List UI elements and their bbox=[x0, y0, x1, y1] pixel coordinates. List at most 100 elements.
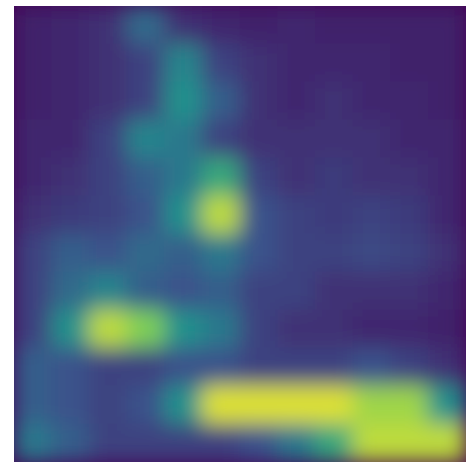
heatmap-cell bbox=[14, 44, 53, 83]
heatmap-cell bbox=[240, 44, 279, 83]
heatmap-cell bbox=[428, 234, 467, 273]
heatmap-cell bbox=[202, 386, 241, 425]
heatmap-cell bbox=[51, 348, 90, 387]
heatmap-cell bbox=[202, 44, 241, 83]
heatmap-cell bbox=[127, 196, 166, 235]
heatmap-cell bbox=[51, 272, 90, 311]
heatmap-cell bbox=[353, 424, 392, 463]
heatmap-cell bbox=[89, 272, 128, 311]
heatmap-cell bbox=[202, 272, 241, 311]
heatmap-cell bbox=[277, 196, 316, 235]
heatmap-cell bbox=[353, 386, 392, 425]
heatmap-cell bbox=[127, 44, 166, 83]
heatmap-cell bbox=[14, 348, 53, 387]
heatmap-cell bbox=[202, 196, 241, 235]
heatmap-cell bbox=[428, 272, 467, 311]
heatmap-cell bbox=[353, 120, 392, 159]
heatmap-cell bbox=[428, 158, 467, 197]
heatmap-cell bbox=[89, 82, 128, 121]
heatmap-cell bbox=[428, 82, 467, 121]
heatmap-cell bbox=[51, 120, 90, 159]
heatmap-cell bbox=[390, 158, 429, 197]
heatmap-cell bbox=[277, 158, 316, 197]
heatmap-cell bbox=[390, 196, 429, 235]
heatmap-cell bbox=[202, 310, 241, 349]
heatmap-cell bbox=[240, 272, 279, 311]
heatmap-cell bbox=[14, 386, 53, 425]
heatmap-cell bbox=[390, 310, 429, 349]
heatmap-cell bbox=[390, 234, 429, 273]
heatmap-cell bbox=[315, 6, 354, 45]
heatmap-cell bbox=[390, 424, 429, 463]
heatmap-cell bbox=[428, 196, 467, 235]
heatmap-cell bbox=[202, 424, 241, 463]
heatmap-cell bbox=[240, 120, 279, 159]
heatmap-cell bbox=[164, 196, 203, 235]
heatmap-cell bbox=[353, 6, 392, 45]
heatmap-cell bbox=[353, 310, 392, 349]
heatmap-cell bbox=[277, 6, 316, 45]
heatmap-cell bbox=[51, 82, 90, 121]
heatmap-cell bbox=[240, 234, 279, 273]
heatmap-cell bbox=[428, 348, 467, 387]
heatmap-cell bbox=[428, 120, 467, 159]
heatmap-cell bbox=[240, 158, 279, 197]
heatmap-cell bbox=[127, 348, 166, 387]
heatmap-cell bbox=[89, 158, 128, 197]
heatmap-cell bbox=[315, 386, 354, 425]
heatmap-cell bbox=[277, 120, 316, 159]
heatmap-cell bbox=[277, 272, 316, 311]
heatmap-cell bbox=[353, 196, 392, 235]
heatmap-cell bbox=[315, 158, 354, 197]
heatmap-cell bbox=[14, 234, 53, 273]
heatmap-cell bbox=[51, 234, 90, 273]
heatmap-cell bbox=[14, 120, 53, 159]
heatmap-cell bbox=[89, 386, 128, 425]
heatmap-cell bbox=[315, 310, 354, 349]
heatmap-cell bbox=[51, 44, 90, 83]
heatmap-cell bbox=[315, 234, 354, 273]
heatmap-cell bbox=[89, 120, 128, 159]
heatmap-cell bbox=[240, 386, 279, 425]
heatmap-cell bbox=[14, 272, 53, 311]
heatmap-cell bbox=[89, 6, 128, 45]
heatmap-cell bbox=[353, 272, 392, 311]
heatmap-cell bbox=[315, 348, 354, 387]
heatmap-cell bbox=[390, 272, 429, 311]
heatmap-cell bbox=[14, 196, 53, 235]
heatmap-cell bbox=[51, 6, 90, 45]
heatmap-cell bbox=[390, 120, 429, 159]
heatmap-cell bbox=[127, 120, 166, 159]
heatmap-cell bbox=[353, 44, 392, 83]
heatmap-cell bbox=[315, 196, 354, 235]
heatmap-cell bbox=[390, 82, 429, 121]
heatmap-chart bbox=[0, 0, 468, 464]
heatmap-cell bbox=[428, 386, 467, 425]
heatmap-cell bbox=[277, 424, 316, 463]
cells bbox=[14, 6, 467, 463]
heatmap-cell bbox=[89, 234, 128, 273]
heatmap-cell bbox=[390, 6, 429, 45]
heatmap-cell bbox=[164, 386, 203, 425]
heatmap-cell bbox=[164, 348, 203, 387]
heatmap-cell bbox=[428, 310, 467, 349]
heatmap-cell bbox=[14, 82, 53, 121]
heatmap-cell bbox=[428, 6, 467, 45]
heatmap-cell bbox=[240, 6, 279, 45]
heatmap-cell bbox=[240, 348, 279, 387]
heatmap-cell bbox=[14, 310, 53, 349]
heatmap-cell bbox=[89, 348, 128, 387]
heatmap-cell bbox=[127, 424, 166, 463]
heatmap-cell bbox=[277, 386, 316, 425]
heatmap-cell bbox=[164, 158, 203, 197]
heatmap-cell bbox=[164, 120, 203, 159]
heatmap-cell bbox=[89, 310, 128, 349]
heatmap-cell bbox=[127, 6, 166, 45]
heatmap-cell bbox=[390, 386, 429, 425]
heatmap-cell bbox=[202, 348, 241, 387]
heatmap-cell bbox=[353, 348, 392, 387]
heatmap-cell bbox=[240, 196, 279, 235]
heatmap-cell bbox=[315, 424, 354, 463]
heatmap-cell bbox=[240, 82, 279, 121]
heatmap-cell bbox=[240, 424, 279, 463]
